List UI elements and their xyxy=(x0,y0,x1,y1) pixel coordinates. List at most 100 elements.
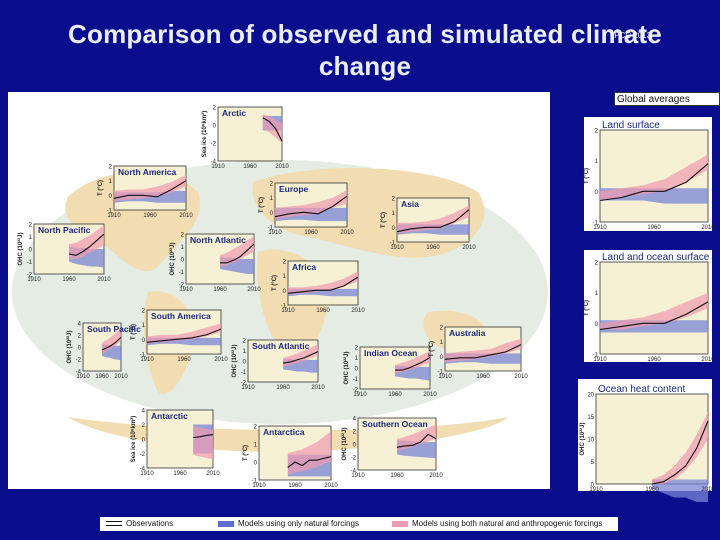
observed-line xyxy=(599,301,709,331)
y-axis-label: OHC (10²²J) xyxy=(231,344,238,377)
y-tick-label: 1 xyxy=(142,323,146,329)
y-tick-label: 0 xyxy=(181,258,185,264)
both-forcing-band xyxy=(445,338,521,363)
y-tick-label: -1 xyxy=(353,377,359,383)
x-tick-label: 1910 xyxy=(140,357,154,363)
y-axis-label: Sea ice (10⁶km²) xyxy=(130,416,137,462)
y-tick-label: 0 xyxy=(270,211,274,217)
natural-forcing-band xyxy=(652,479,708,502)
x-tick-label: 1960 xyxy=(177,357,191,363)
observed-line xyxy=(113,180,187,199)
both-forcing-band xyxy=(600,292,708,330)
both-forcing-band xyxy=(397,424,436,451)
legend-natural-swatch xyxy=(218,520,234,527)
y-axis-label: OHC (10²²J) xyxy=(343,351,350,384)
y-tick-label: -2 xyxy=(211,142,217,148)
both-forcing-band xyxy=(395,351,430,374)
x-tick-label: 2010 xyxy=(340,230,354,236)
y-tick-label: -1 xyxy=(268,226,274,232)
chart-title: Arctic xyxy=(222,108,246,118)
x-tick-label: 1910 xyxy=(140,471,154,477)
y-tick-label: 1 xyxy=(283,274,287,280)
legend-both-label: Models using both natural and anthropoge… xyxy=(412,519,603,528)
y-tick-label: 2 xyxy=(283,260,287,266)
y-tick-label: 0 xyxy=(142,338,146,344)
chart-title: Australia xyxy=(449,328,486,338)
x-tick-label: 1960 xyxy=(288,483,302,489)
observed-line xyxy=(396,433,437,448)
y-axis-label: T (°C) xyxy=(429,341,435,357)
y-tick-label: 0 xyxy=(213,124,217,130)
y-tick-label: -1 xyxy=(390,241,396,247)
y-tick-label: 10 xyxy=(587,438,594,444)
y-tick-label: 2 xyxy=(142,423,146,429)
y-tick-label: 1 xyxy=(181,245,185,251)
y-tick-label: 0 xyxy=(595,190,599,196)
x-tick-label: 2010 xyxy=(114,374,128,380)
y-tick-label: 2 xyxy=(353,430,357,436)
chart-title: Southern Ocean xyxy=(362,419,428,429)
both-forcing-band xyxy=(147,323,221,344)
y-tick-label: -1 xyxy=(241,370,247,376)
y-tick-label: -2 xyxy=(27,273,33,279)
y-tick-label: 1 xyxy=(109,179,113,185)
chart-title: South Pacific xyxy=(87,324,141,334)
both-forcing-band xyxy=(69,225,104,259)
global-averages-title: Global averages xyxy=(614,92,720,106)
x-tick-label: 1960 xyxy=(276,385,290,391)
chart-title: South America xyxy=(151,311,211,321)
x-tick-label: 1960 xyxy=(243,164,257,170)
y-tick-label: -1 xyxy=(281,304,287,310)
x-tick-label: 1960 xyxy=(173,471,187,477)
chart-title: Asia xyxy=(401,199,419,209)
x-tick-label: 1910 xyxy=(593,225,607,231)
chart-title: North Atlantic xyxy=(190,235,246,245)
x-tick-label: 1910 xyxy=(27,277,41,283)
y-axis-label: T (°C) xyxy=(131,324,137,340)
y-axis-label: T (°C) xyxy=(584,168,590,184)
observed-line xyxy=(287,456,332,468)
x-tick-label: 1960 xyxy=(390,473,404,479)
y-tick-label: 2 xyxy=(595,261,599,267)
x-tick-label: 1910 xyxy=(107,213,121,219)
y-tick-label: 0 xyxy=(353,443,357,449)
y-tick-label: -2 xyxy=(179,283,185,289)
y-tick-label: -4 xyxy=(76,370,82,376)
slide-title: Comparison of observed and simulated cli… xyxy=(68,19,662,81)
y-tick-label: 0 xyxy=(595,322,599,328)
y-tick-label: -2 xyxy=(351,456,357,462)
x-tick-label: 1960 xyxy=(426,245,440,251)
y-tick-label: 15 xyxy=(587,415,594,421)
y-tick-label: -1 xyxy=(252,479,258,485)
x-tick-label: 2010 xyxy=(701,225,715,231)
x-tick-label: 2010 xyxy=(179,213,193,219)
chart-title: Antarctic xyxy=(151,411,188,421)
y-tick-label: 2 xyxy=(355,346,359,352)
legend-observations-swatch xyxy=(106,521,122,527)
y-tick-label: 2 xyxy=(392,197,396,203)
observed-line xyxy=(146,328,222,343)
chart-title: Africa xyxy=(292,262,316,272)
y-tick-label: 0 xyxy=(392,226,396,232)
y-axis-label: Sea ice (10⁶km²) xyxy=(201,111,208,157)
legend-natural-label: Models using only natural forcings xyxy=(238,519,359,528)
x-tick-label: 1960 xyxy=(62,277,76,283)
chart-title: North Pacific xyxy=(38,225,91,235)
both-forcing-band xyxy=(288,271,358,295)
y-axis-label: T (°C) xyxy=(272,275,278,291)
y-tick-label: -4 xyxy=(140,467,146,473)
x-tick-label: 1910 xyxy=(589,487,603,493)
x-tick-label: 1960 xyxy=(213,287,227,293)
x-tick-label: 2010 xyxy=(324,483,338,489)
chart-title: Indian Ocean xyxy=(364,348,417,358)
y-tick-label: 0 xyxy=(243,360,247,366)
x-tick-label: 1960 xyxy=(95,374,109,380)
x-tick-label: 1910 xyxy=(593,357,607,363)
